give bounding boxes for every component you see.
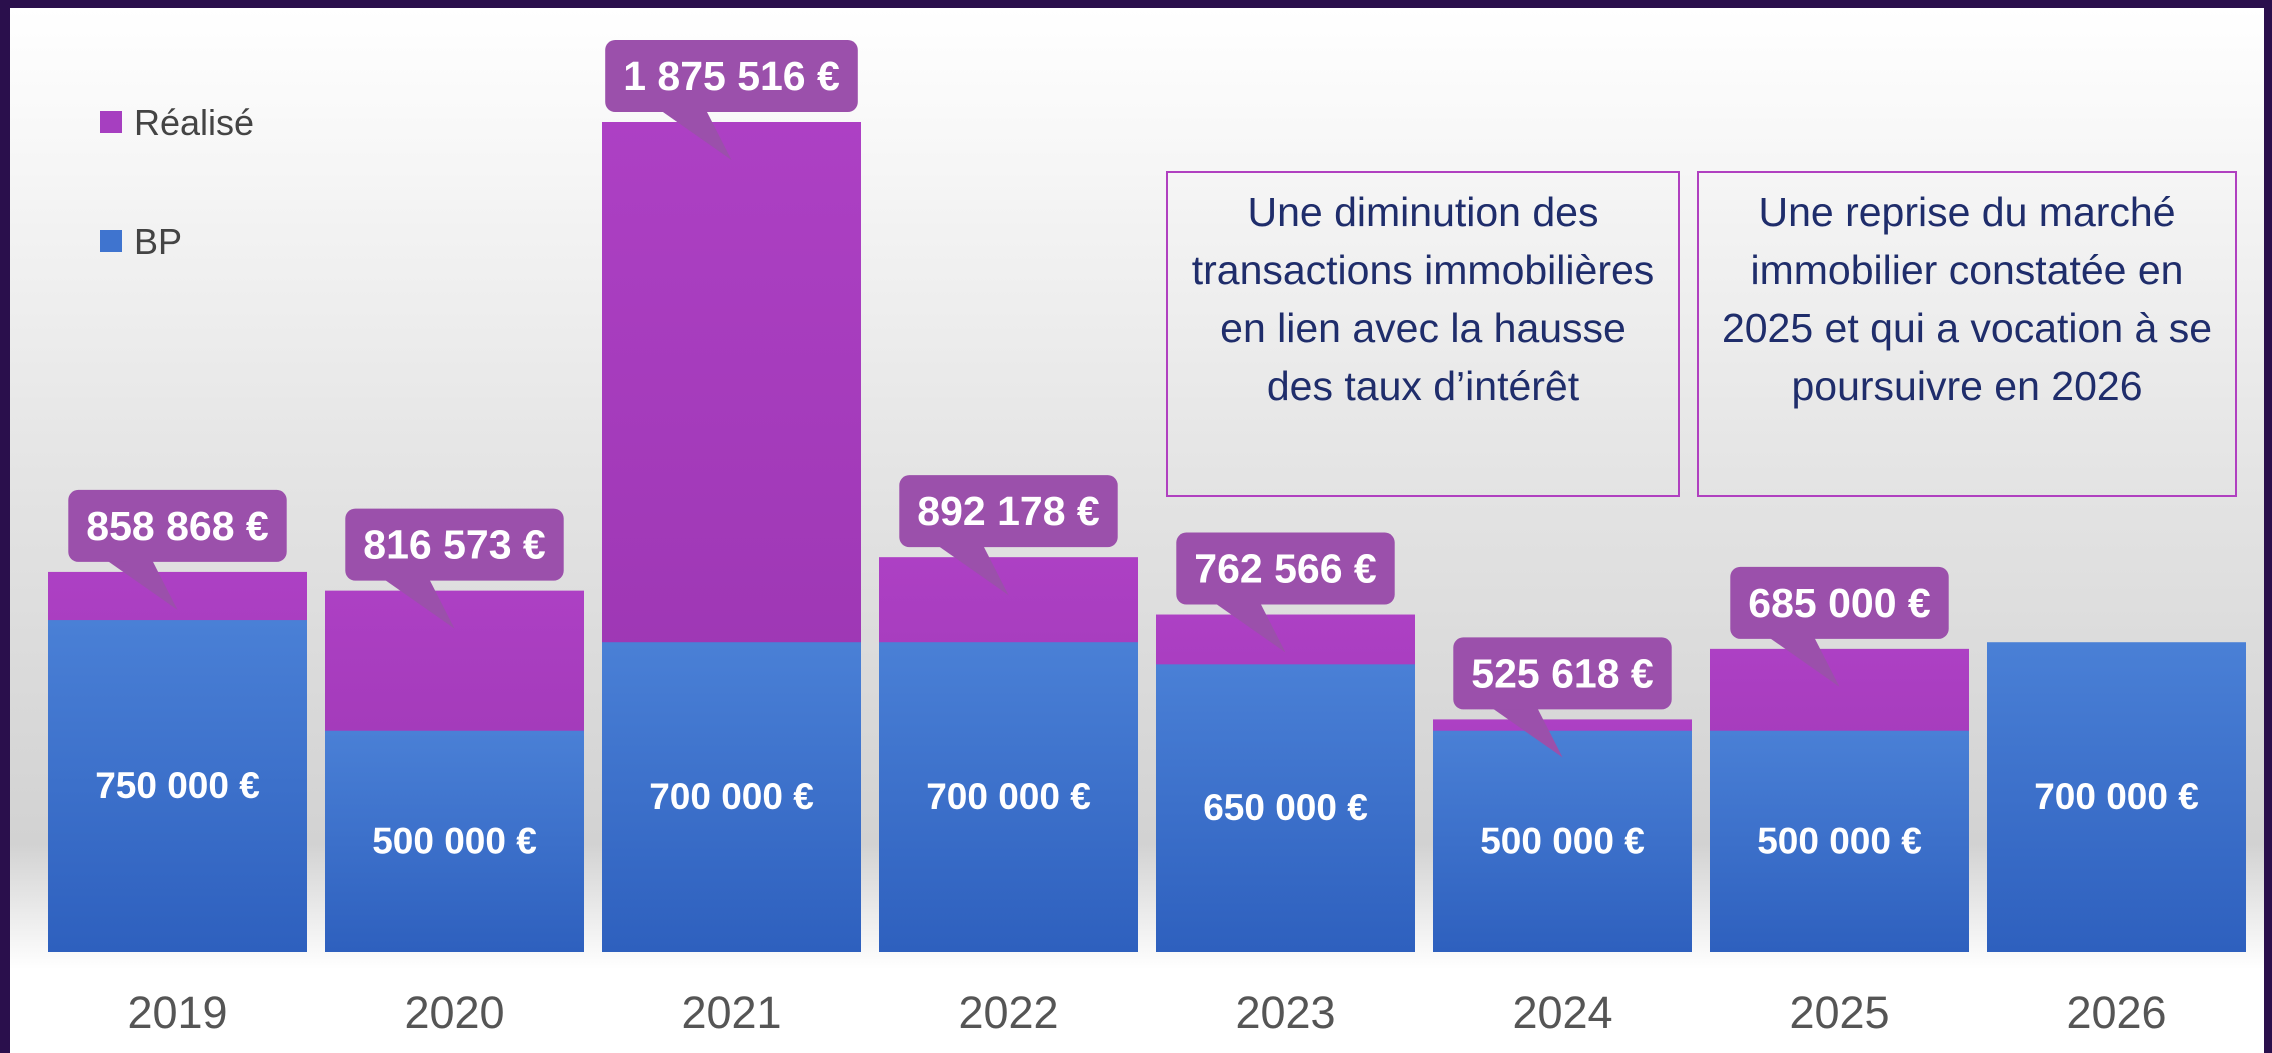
callout-box (1176, 532, 1395, 605)
bar-bp (879, 642, 1138, 952)
x-tick-label: 2022 (958, 987, 1058, 1038)
bar-bp (325, 730, 584, 952)
legend-label: BP (134, 221, 182, 262)
realise-value-label: 1 875 516 € (623, 53, 840, 99)
x-tick-label: 2021 (681, 987, 781, 1038)
x-tick-label: 2025 (1789, 987, 1889, 1038)
bar-bp (48, 620, 307, 952)
bar-bp (1156, 664, 1415, 952)
bar-bp (1433, 730, 1692, 952)
bp-value-label: 500 000 € (1757, 820, 1922, 861)
x-tick-label: 2023 (1235, 987, 1335, 1038)
callout-tail (938, 546, 1009, 596)
bp-value-label: 650 000 € (1203, 787, 1368, 828)
callout-tail (1492, 708, 1563, 758)
callout-box (1453, 637, 1672, 710)
realise-value-label: 762 566 € (1194, 546, 1377, 592)
callout-box (1730, 566, 1949, 639)
annotation: Une reprise du marché immobilier constat… (1697, 171, 2237, 497)
legend-swatch (100, 111, 122, 133)
x-tick-label: 2020 (404, 987, 504, 1038)
callout-box (899, 475, 1118, 548)
legend-label: Réalisé (134, 102, 254, 143)
callout-tail (661, 111, 732, 160)
bp-value-label: 700 000 € (2034, 776, 2199, 817)
realise-value-label: 858 868 € (86, 503, 269, 549)
bar-bp (1987, 642, 2246, 952)
annotation: Une diminution des transactions immobili… (1166, 171, 1680, 497)
callout-box (345, 508, 564, 581)
bp-value-label: 750 000 € (95, 765, 260, 806)
bar-bp (1710, 730, 1969, 952)
callout-box (605, 40, 858, 112)
bp-value-label: 500 000 € (372, 820, 537, 861)
callout-tail (1215, 603, 1286, 653)
legend-swatch (100, 230, 122, 252)
callout-box (68, 489, 287, 562)
realise-value-label: 685 000 € (1748, 580, 1931, 626)
callout-tail (1769, 637, 1840, 687)
bp-value-label: 700 000 € (649, 776, 814, 817)
callout-tail (384, 579, 455, 629)
x-tick-label: 2026 (2066, 987, 2166, 1038)
realise-value-label: 525 618 € (1471, 650, 1654, 696)
bp-value-label: 700 000 € (926, 776, 1091, 817)
callout-tail (107, 560, 178, 610)
realise-value-label: 892 178 € (917, 488, 1100, 534)
x-tick-label: 2019 (127, 987, 227, 1038)
realise-value-label: 816 573 € (363, 522, 546, 568)
bp-value-label: 500 000 € (1480, 820, 1645, 861)
bar-bp (602, 642, 861, 952)
x-tick-label: 2024 (1512, 987, 1612, 1038)
